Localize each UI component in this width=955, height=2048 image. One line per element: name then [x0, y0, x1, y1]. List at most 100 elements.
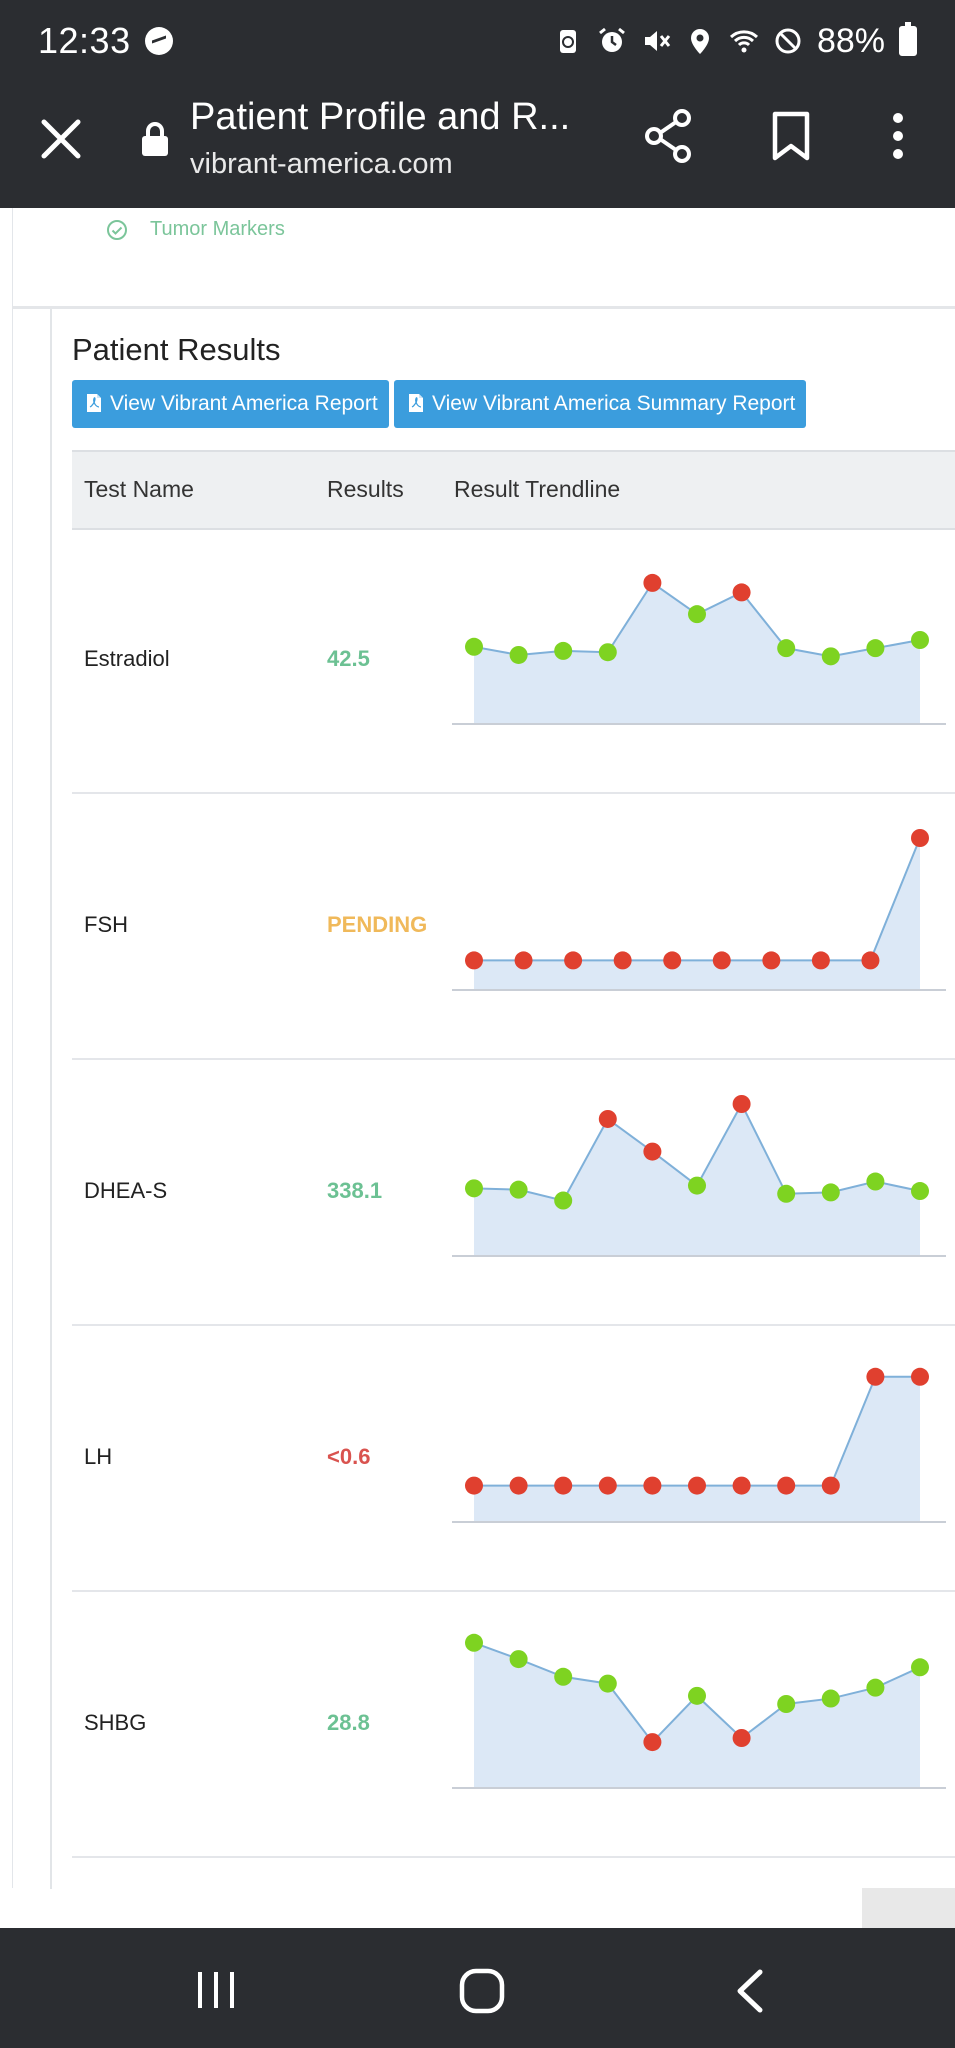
trend-point[interactable] — [465, 951, 483, 970]
trend-point[interactable] — [732, 583, 751, 602]
trend-point[interactable] — [811, 951, 830, 970]
trend-point[interactable] — [465, 1179, 483, 1198]
trend-point[interactable] — [554, 641, 573, 660]
trend-point[interactable] — [514, 951, 533, 970]
trend-point[interactable] — [554, 1476, 573, 1495]
battery-icon — [899, 22, 917, 56]
system-nav-bar — [0, 1928, 955, 2048]
bookmark-icon[interactable] — [770, 110, 812, 162]
recent-apps-icon[interactable] — [194, 1970, 238, 2010]
trend-point[interactable] — [861, 951, 880, 970]
view-summary-report-button[interactable]: View Vibrant America Summary Report — [394, 380, 806, 428]
trend-point[interactable] — [598, 1476, 617, 1495]
trend-point[interactable] — [732, 1095, 751, 1113]
header-result-trendline: Result Trendline — [454, 476, 621, 502]
trend-point[interactable] — [554, 1667, 573, 1686]
trend-point[interactable] — [911, 1658, 929, 1677]
results-title: Patient Results — [72, 332, 281, 367]
trend-point[interactable] — [688, 1476, 706, 1495]
page-url[interactable]: vibrant-america.com — [190, 148, 453, 180]
trend-point[interactable] — [643, 1733, 662, 1752]
trend-point[interactable] — [821, 1183, 840, 1202]
trend-point[interactable] — [509, 1476, 528, 1495]
trend-area — [474, 1376, 920, 1522]
row-divider — [72, 1590, 955, 1592]
trend-point[interactable] — [777, 639, 796, 658]
trend-point[interactable] — [643, 1142, 662, 1161]
trend-area — [474, 1104, 920, 1256]
trend-point[interactable] — [643, 573, 662, 592]
trend-point[interactable] — [643, 1476, 662, 1495]
trendline-chart — [452, 1095, 946, 1257]
trendline-chart — [452, 829, 946, 991]
view-report-label: View Vibrant America Report — [110, 392, 378, 415]
trend-point[interactable] — [911, 1367, 929, 1386]
row-divider — [72, 1058, 955, 1060]
trend-point[interactable] — [866, 639, 885, 658]
trend-point[interactable] — [777, 1184, 796, 1203]
trend-point[interactable] — [732, 1476, 751, 1495]
trend-point[interactable] — [688, 1686, 706, 1705]
header-results: Results — [327, 476, 404, 502]
more-vertical-icon[interactable] — [880, 110, 916, 162]
trend-area — [474, 582, 920, 724]
trend-point[interactable] — [777, 1695, 796, 1713]
trend-point[interactable] — [465, 1633, 483, 1652]
trendline-chart — [452, 1367, 946, 1523]
browser-toolbar: Patient Profile and R... vibrant-america… — [0, 82, 955, 208]
table-row: FSH PENDING — [72, 792, 955, 1058]
messenger-icon — [144, 27, 173, 55]
trend-line — [474, 837, 921, 962]
trend-point[interactable] — [712, 951, 731, 970]
wifi-icon — [729, 26, 759, 56]
trend-point[interactable] — [554, 1191, 573, 1210]
trend-point[interactable] — [777, 1476, 796, 1495]
page-title: Patient Profile and R... — [190, 96, 571, 138]
trend-point[interactable] — [509, 645, 528, 664]
test-name: LH — [84, 1444, 113, 1469]
table-row: SHBG 28.8 — [72, 1590, 955, 1856]
test-result: 28.8 — [327, 1710, 370, 1735]
trend-point[interactable] — [598, 1674, 617, 1693]
results-table-header: Test Name Results Result Trendline — [72, 450, 955, 530]
left-border — [12, 208, 13, 1888]
home-icon[interactable] — [458, 1968, 506, 2014]
status-bar: 12:33 88% — [0, 0, 955, 82]
trend-point[interactable] — [911, 829, 929, 847]
trend-point[interactable] — [598, 1109, 617, 1128]
trend-point[interactable] — [866, 1367, 885, 1386]
trend-point[interactable] — [509, 1180, 528, 1199]
trend-point[interactable] — [688, 605, 706, 624]
test-result: PENDING — [327, 912, 428, 937]
tumor-markers-label: Tumor Markers — [150, 218, 285, 240]
trend-point[interactable] — [732, 1729, 751, 1747]
trend-point[interactable] — [465, 637, 483, 656]
battery-saver-icon — [553, 26, 583, 56]
check-circle-icon — [107, 219, 127, 240]
view-report-button[interactable]: View Vibrant America Report — [72, 380, 389, 428]
header-test-name: Test Name — [84, 476, 194, 502]
trend-point[interactable] — [564, 951, 583, 970]
close-icon[interactable] — [38, 116, 84, 162]
trend-point[interactable] — [821, 1476, 840, 1495]
trend-point[interactable] — [663, 951, 682, 970]
trend-point[interactable] — [866, 1172, 885, 1191]
tumor-markers-item[interactable]: Tumor Markers — [106, 218, 285, 241]
back-icon[interactable] — [730, 1968, 770, 2014]
trend-point[interactable] — [821, 1689, 840, 1708]
trend-point[interactable] — [866, 1678, 885, 1697]
scroll-area — [862, 1888, 955, 1928]
battery-percent: 88% — [816, 21, 885, 60]
trend-point[interactable] — [911, 631, 929, 649]
trend-point[interactable] — [509, 1650, 528, 1669]
trend-point[interactable] — [598, 643, 617, 662]
share-icon[interactable] — [644, 108, 694, 164]
trend-point[interactable] — [762, 951, 781, 970]
trend-point[interactable] — [821, 647, 840, 666]
alarm-icon — [597, 26, 627, 56]
trend-point[interactable] — [688, 1176, 706, 1195]
test-name: Estradiol — [84, 646, 170, 671]
trend-point[interactable] — [911, 1182, 929, 1201]
trend-point[interactable] — [465, 1476, 483, 1495]
trend-point[interactable] — [613, 951, 632, 970]
